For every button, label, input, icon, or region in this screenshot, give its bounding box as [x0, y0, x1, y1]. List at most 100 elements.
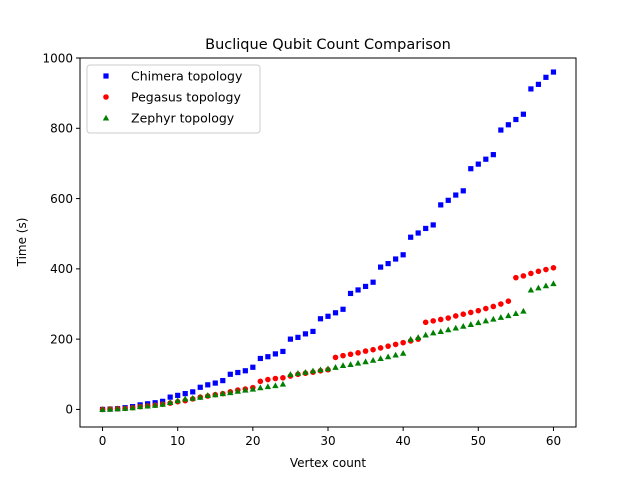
- data-point: [197, 393, 204, 400]
- data-point: [279, 380, 287, 387]
- data-point: [505, 122, 511, 128]
- plot-marks: [99, 69, 557, 413]
- data-point: [407, 335, 414, 342]
- data-point: [257, 378, 264, 385]
- data-point: [242, 368, 248, 374]
- data-point: [347, 290, 354, 297]
- data-point: [475, 319, 482, 326]
- data-point: [332, 354, 339, 361]
- y-tick-label: 400: [50, 262, 73, 276]
- data-point: [512, 310, 520, 317]
- data-point: [287, 371, 294, 377]
- legend-label: Chimera topology: [131, 69, 243, 84]
- data-point: [220, 378, 226, 384]
- data-point: [294, 370, 302, 376]
- data-point: [520, 273, 527, 279]
- x-tick-label: 0: [99, 434, 107, 448]
- data-point: [513, 274, 519, 281]
- data-point: [197, 384, 203, 390]
- x-tick-label: 10: [170, 434, 185, 448]
- data-point: [332, 364, 339, 370]
- data-point: [325, 313, 331, 319]
- data-point: [392, 351, 399, 358]
- legend-marker: [102, 114, 110, 121]
- data-point: [114, 405, 121, 412]
- x-tick-label: 30: [320, 434, 335, 448]
- data-point: [437, 328, 444, 334]
- data-point: [527, 286, 535, 293]
- data-point: [505, 312, 512, 319]
- data-point: [467, 321, 474, 327]
- x-axis-title: Vertex count: [290, 456, 367, 470]
- data-point: [370, 346, 376, 353]
- data-point: [257, 384, 264, 391]
- data-point: [151, 402, 159, 408]
- data-point: [399, 350, 407, 356]
- data-point: [467, 309, 474, 316]
- data-point: [550, 280, 557, 287]
- legend-marker: [103, 73, 109, 79]
- data-point: [280, 348, 286, 355]
- data-point: [422, 331, 429, 338]
- legend-entry: Pegasus topology: [103, 90, 241, 105]
- x-tick-label: 40: [396, 434, 411, 448]
- data-point: [490, 315, 497, 322]
- data-point: [99, 406, 106, 412]
- legend-entry: Zephyr topology: [102, 111, 235, 126]
- data-point: [445, 326, 452, 333]
- data-point: [227, 371, 233, 377]
- data-point: [175, 392, 181, 398]
- data-point: [129, 404, 136, 411]
- legend-marker: [103, 94, 109, 100]
- data-point: [340, 352, 346, 359]
- legend-entry: Chimera topology: [103, 69, 243, 84]
- data-point: [265, 354, 271, 360]
- data-point: [430, 329, 437, 336]
- data-point: [227, 389, 234, 396]
- data-point: [498, 127, 504, 133]
- data-point: [468, 166, 474, 172]
- data-point: [272, 351, 278, 357]
- data-point: [265, 376, 271, 383]
- data-point: [212, 391, 219, 398]
- legend: Chimera topology Pegasus topology Zephyr t…: [86, 64, 261, 134]
- data-point: [317, 366, 324, 373]
- data-point: [423, 225, 429, 232]
- data-point: [385, 260, 391, 267]
- data-point: [408, 234, 414, 240]
- data-point: [385, 343, 391, 349]
- data-point: [460, 322, 467, 329]
- data-point: [317, 316, 324, 322]
- data-point: [144, 402, 151, 409]
- data-point: [543, 266, 549, 273]
- data-point: [182, 395, 189, 402]
- y-tick-label: 1000: [42, 51, 73, 65]
- data-point: [452, 313, 459, 319]
- y-tick-label: 800: [50, 122, 73, 136]
- data-point: [234, 387, 242, 394]
- data-point: [166, 399, 174, 405]
- data-point: [452, 324, 459, 331]
- data-point: [310, 328, 316, 335]
- data-point: [475, 307, 482, 314]
- data-point: [378, 264, 384, 270]
- data-point: [535, 268, 542, 275]
- x-axis: 0 10 20 30 40 50 60: [99, 427, 561, 448]
- series-triangle: [99, 280, 557, 412]
- data-point: [415, 230, 421, 236]
- data-point: [212, 380, 218, 386]
- data-point: [550, 69, 557, 75]
- data-point: [355, 287, 361, 293]
- y-axis-title: Time (s): [15, 218, 29, 268]
- data-point: [543, 74, 549, 80]
- data-point: [302, 368, 309, 375]
- data-point: [362, 358, 369, 365]
- data-point: [384, 353, 392, 360]
- data-point: [295, 334, 301, 340]
- data-point: [520, 307, 527, 314]
- data-point: [497, 314, 505, 320]
- data-point: [182, 391, 188, 397]
- data-point: [250, 364, 256, 370]
- data-point: [189, 394, 196, 401]
